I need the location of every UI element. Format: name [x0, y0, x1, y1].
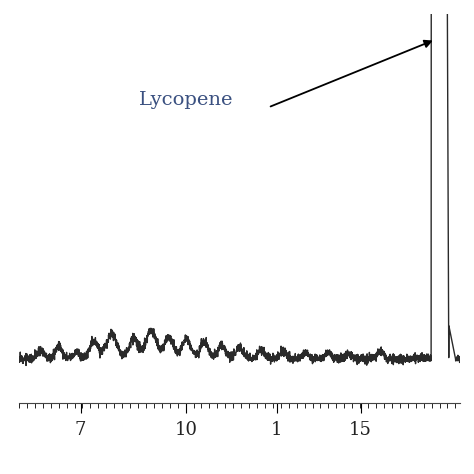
Text: Lycopene: Lycopene	[139, 91, 234, 109]
